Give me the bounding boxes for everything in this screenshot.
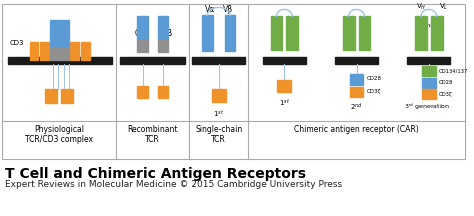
Bar <box>137 40 148 52</box>
Bar <box>271 16 283 50</box>
Bar <box>212 89 226 102</box>
Text: Vβ: Vβ <box>223 5 234 14</box>
Bar <box>350 74 364 84</box>
Bar <box>60 48 69 60</box>
Text: CD28: CD28 <box>366 76 382 81</box>
Bar <box>157 40 168 52</box>
Bar <box>157 86 168 98</box>
Bar <box>286 16 298 50</box>
Bar <box>202 15 213 51</box>
Text: Linker: Linker <box>421 23 440 28</box>
Bar <box>422 78 436 87</box>
Text: CD3: CD3 <box>10 40 24 46</box>
Text: Vα: Vα <box>205 5 215 14</box>
Bar <box>263 57 306 64</box>
Text: 2$^{nd}$: 2$^{nd}$ <box>350 101 363 113</box>
Bar <box>225 15 236 51</box>
Text: 3$^{rd}$ generation: 3$^{rd}$ generation <box>404 101 450 112</box>
Bar <box>60 20 69 48</box>
Text: Cα: Cα <box>135 29 145 38</box>
Bar <box>192 57 245 64</box>
Bar <box>431 16 443 50</box>
Bar <box>40 42 49 60</box>
Bar <box>137 16 148 40</box>
Text: Cβ: Cβ <box>163 29 173 38</box>
Text: 1$^{st}$: 1$^{st}$ <box>279 97 290 108</box>
Bar <box>358 16 370 50</box>
Bar <box>81 42 90 60</box>
Bar <box>50 48 59 60</box>
Text: CD3ζ: CD3ζ <box>366 89 381 94</box>
Bar <box>29 42 38 60</box>
Text: Single-chain
TCR: Single-chain TCR <box>195 125 242 145</box>
Text: Recombinant
TCR: Recombinant TCR <box>128 125 178 145</box>
Bar <box>277 80 291 92</box>
Text: V$_L$: V$_L$ <box>439 2 448 12</box>
Text: CD28: CD28 <box>438 80 453 85</box>
Text: CD3ζ: CD3ζ <box>438 92 452 97</box>
Text: V$_H$: V$_H$ <box>416 2 426 12</box>
Bar <box>343 16 355 50</box>
Bar <box>70 42 79 60</box>
Bar <box>8 57 112 64</box>
Text: Physiological
TCR/CD3 complex: Physiological TCR/CD3 complex <box>25 125 93 145</box>
Bar <box>61 89 73 103</box>
Text: Chimeric antigen receptor (CAR): Chimeric antigen receptor (CAR) <box>294 125 419 134</box>
Bar <box>422 66 436 76</box>
Text: CD134/137: CD134/137 <box>438 68 468 73</box>
Bar <box>120 57 185 64</box>
Bar <box>335 57 378 64</box>
Bar <box>350 87 364 97</box>
Bar <box>415 16 427 50</box>
Text: T Cell and Chimeric Antigen Receptors: T Cell and Chimeric Antigen Receptors <box>5 167 306 181</box>
Bar <box>157 16 168 40</box>
Text: 1$^{st}$: 1$^{st}$ <box>213 108 224 119</box>
Text: Expert Reviews in Molecular Medicine © 2015 Cambridge University Press: Expert Reviews in Molecular Medicine © 2… <box>5 180 342 189</box>
Bar <box>137 86 148 98</box>
Bar <box>50 20 59 48</box>
Bar <box>2 5 465 159</box>
Bar <box>407 57 450 64</box>
Bar <box>46 89 57 103</box>
Bar <box>422 89 436 99</box>
